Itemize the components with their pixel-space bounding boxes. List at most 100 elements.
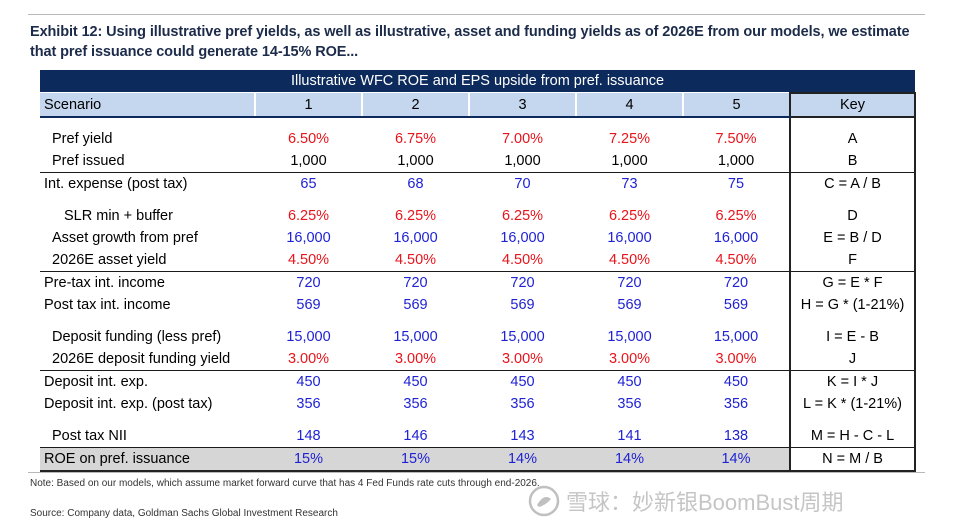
row-label: Int. expense (post tax) bbox=[40, 172, 255, 195]
table-header-row: Scenario 1 2 3 4 5 Key bbox=[40, 92, 917, 118]
table-row: Pref yield 6.50% 6.75% 7.00% 7.25% 7.50%… bbox=[40, 128, 917, 150]
row-key: I = E - B bbox=[788, 326, 917, 348]
row-label: Asset growth from pref bbox=[52, 230, 198, 246]
row-key: E = B / D bbox=[788, 227, 917, 249]
source-line: Source: Company data, Goldman Sachs Glob… bbox=[30, 508, 338, 519]
row-value: 3.00% bbox=[715, 351, 757, 367]
row-value: 7.50% bbox=[715, 131, 757, 147]
row-value: 65 bbox=[255, 172, 362, 195]
row-value: 6.25% bbox=[501, 208, 544, 224]
row-value: 70 bbox=[469, 172, 576, 195]
watermark: 雪球：妙新银BoomBust周期 bbox=[528, 484, 844, 518]
footnote: Note: Based on our models, which assume … bbox=[30, 478, 540, 489]
row-value: 14% bbox=[469, 447, 576, 472]
row-value: 356 bbox=[510, 396, 535, 412]
row-value: 7.25% bbox=[608, 131, 651, 147]
row-value: 7.00% bbox=[501, 131, 544, 147]
row-value: 143 bbox=[510, 428, 535, 444]
spacer-row bbox=[40, 195, 917, 205]
table-row: 2026E asset yield 4.50% 4.50% 4.50% 4.50… bbox=[40, 249, 917, 272]
header-col: 5 bbox=[682, 93, 790, 118]
bottom-rule bbox=[28, 472, 925, 473]
row-value: 569 bbox=[617, 297, 642, 313]
row-value: 15,000 bbox=[607, 329, 652, 345]
header-col: 1 bbox=[254, 93, 362, 118]
row-value: 146 bbox=[403, 428, 428, 444]
table-row: Post tax int. income 569 569 569 569 569… bbox=[40, 294, 917, 316]
row-label: Deposit funding (less pref) bbox=[52, 329, 222, 345]
table-row: SLR min + buffer 6.25% 6.25% 6.25% 6.25%… bbox=[40, 205, 917, 227]
row-value: 16,000 bbox=[286, 230, 331, 246]
exhibit-title: Exhibit 12: Using illustrative pref yiel… bbox=[30, 24, 910, 60]
row-value: 6.75% bbox=[394, 131, 437, 147]
row-value: 16,000 bbox=[607, 230, 652, 246]
row-label: 2026E asset yield bbox=[52, 252, 167, 268]
row-value: 16,000 bbox=[393, 230, 438, 246]
row-label: Post tax int. income bbox=[44, 297, 171, 313]
top-rule bbox=[28, 14, 925, 15]
row-value: 720 bbox=[255, 271, 362, 294]
row-value: 356 bbox=[296, 396, 321, 412]
row-value: 450 bbox=[362, 370, 469, 393]
row-value: 3.00% bbox=[501, 351, 544, 367]
row-value: 6.50% bbox=[287, 131, 330, 147]
row-key: J bbox=[788, 348, 917, 371]
row-value: 6.25% bbox=[715, 208, 757, 224]
row-label: Pre-tax int. income bbox=[40, 271, 255, 294]
row-value: 6.25% bbox=[287, 208, 330, 224]
row-label: Pref yield bbox=[52, 131, 113, 147]
row-value: 138 bbox=[723, 428, 749, 444]
table-row: Deposit int. exp. (post tax) 356 356 356… bbox=[40, 393, 917, 415]
row-key: L = K * (1-21%) bbox=[788, 393, 917, 415]
row-value: 148 bbox=[296, 428, 321, 444]
row-key: G = E * F bbox=[788, 271, 917, 294]
row-key: F bbox=[788, 249, 917, 272]
row-value: 720 bbox=[576, 271, 683, 294]
row-key: D bbox=[788, 205, 917, 227]
row-value: 15,000 bbox=[500, 329, 545, 345]
row-key: A bbox=[788, 128, 917, 150]
row-value: 6.25% bbox=[394, 208, 437, 224]
row-value: 141 bbox=[617, 428, 642, 444]
row-key: H = G * (1-21%) bbox=[788, 294, 917, 316]
snowball-logo-icon bbox=[528, 485, 560, 517]
row-value: 16,000 bbox=[713, 230, 759, 246]
row-value: 1,000 bbox=[290, 153, 327, 169]
table-row: Pref issued 1,000 1,000 1,000 1,000 1,00… bbox=[40, 150, 917, 173]
row-value: 14% bbox=[576, 447, 683, 472]
spacer-row bbox=[40, 415, 917, 425]
row-value: 720 bbox=[683, 271, 790, 294]
row-key: M = H - C - L bbox=[788, 425, 917, 448]
row-value: 569 bbox=[510, 297, 535, 313]
table-row: Int. expense (post tax) 65 68 70 73 75 C… bbox=[40, 172, 917, 195]
row-value: 450 bbox=[683, 370, 790, 393]
row-value: 75 bbox=[683, 172, 790, 195]
row-value: 720 bbox=[469, 271, 576, 294]
row-value: 4.50% bbox=[608, 252, 651, 268]
row-value: 4.50% bbox=[394, 252, 437, 268]
row-value: 569 bbox=[723, 297, 749, 313]
row-value: 3.00% bbox=[608, 351, 651, 367]
row-value: 15,000 bbox=[713, 329, 759, 345]
table-row: Deposit int. exp. 450 450 450 450 450 K … bbox=[40, 370, 917, 393]
row-value: 15,000 bbox=[393, 329, 438, 345]
row-value: 3.00% bbox=[394, 351, 437, 367]
header-col: 2 bbox=[361, 93, 469, 118]
row-value: 569 bbox=[296, 297, 321, 313]
table-row: 2026E deposit funding yield 3.00% 3.00% … bbox=[40, 348, 917, 371]
row-value: 569 bbox=[403, 297, 428, 313]
row-value: 450 bbox=[255, 370, 362, 393]
row-value: 16,000 bbox=[500, 230, 545, 246]
table-row: Pre-tax int. income 720 720 720 720 720 … bbox=[40, 271, 917, 294]
row-value: 356 bbox=[723, 396, 749, 412]
watermark-text: 雪球：妙新银BoomBust周期 bbox=[566, 490, 844, 515]
row-value: 1,000 bbox=[717, 153, 755, 169]
table-row: Post tax NII 148 146 143 141 138 M = H -… bbox=[40, 425, 917, 448]
row-value: 1,000 bbox=[611, 153, 648, 169]
spacer-row bbox=[40, 117, 917, 128]
row-value: 356 bbox=[403, 396, 428, 412]
row-label: ROE on pref. issuance bbox=[40, 447, 255, 472]
spacer-row bbox=[40, 316, 917, 326]
row-value: 1,000 bbox=[504, 153, 541, 169]
row-label: 2026E deposit funding yield bbox=[52, 351, 231, 367]
